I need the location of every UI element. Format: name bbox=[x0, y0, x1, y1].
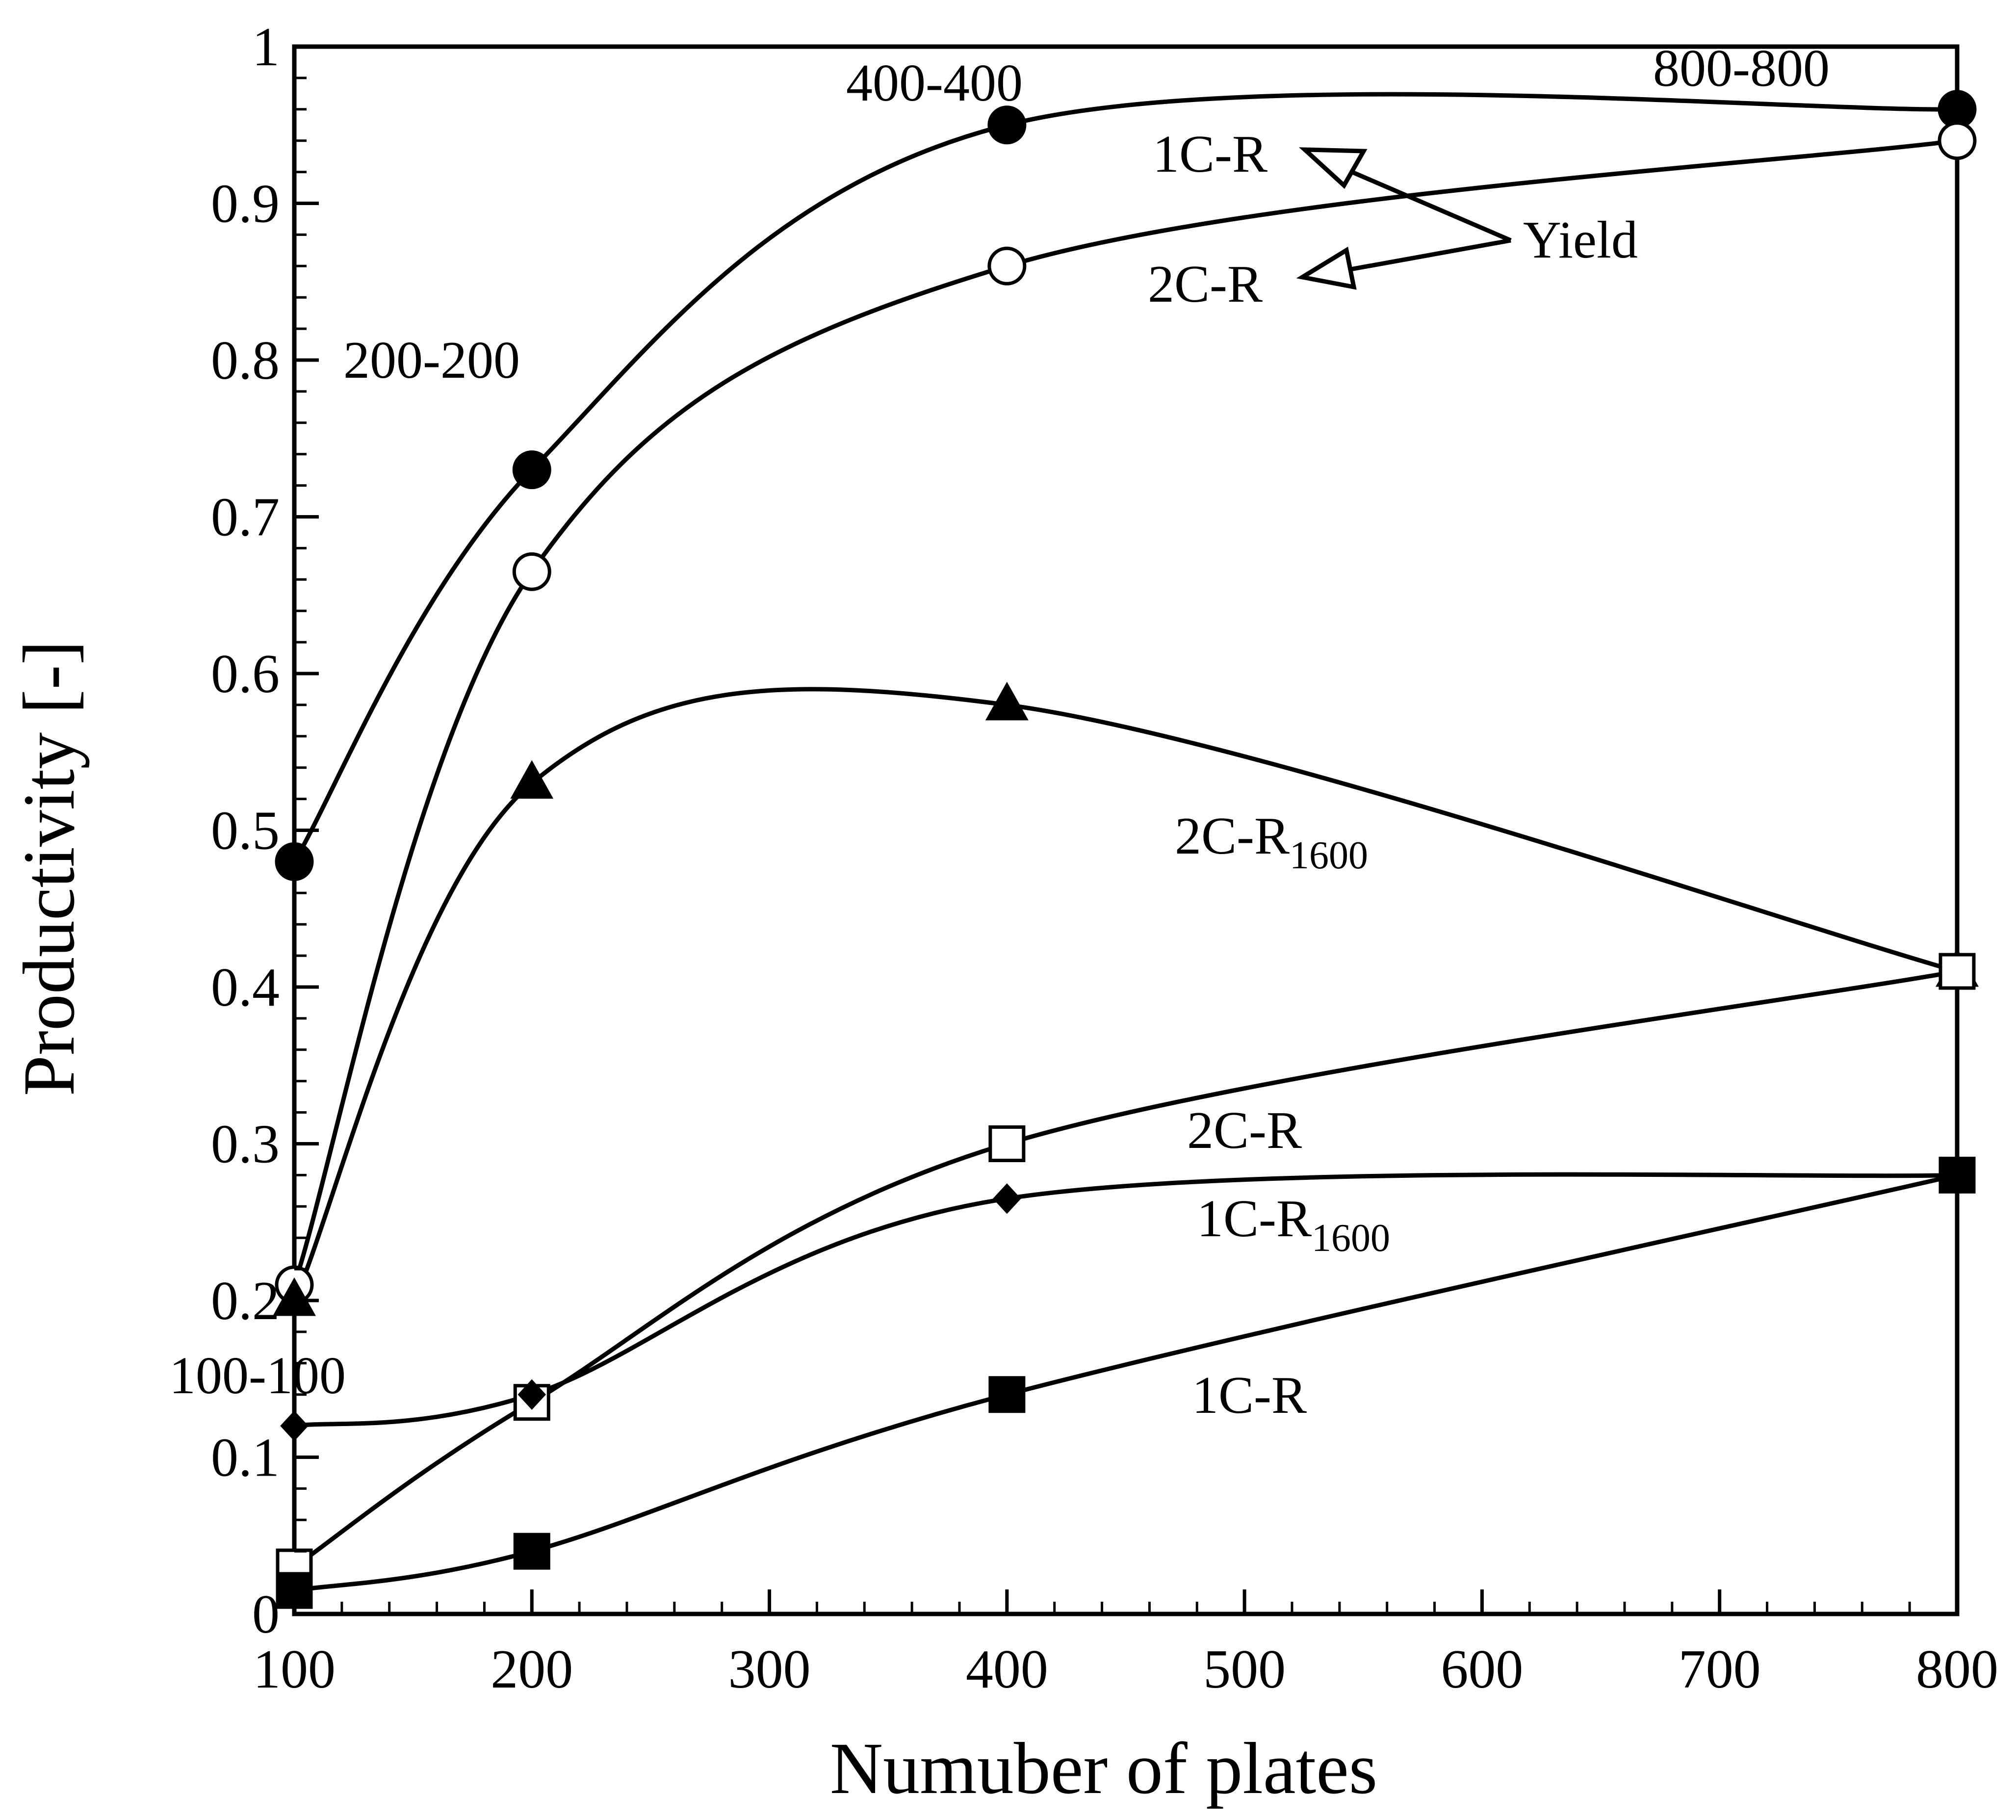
y-tick-label-6: 0.6 bbox=[211, 644, 280, 704]
yield-arrow-2c bbox=[1334, 238, 1511, 275]
y-tick-label-4: 0.4 bbox=[211, 957, 280, 1018]
series-line-5 bbox=[294, 1173, 1958, 1593]
label-400-400: 400-400 bbox=[846, 54, 1023, 112]
marker-circle-open-1-1 bbox=[512, 552, 551, 591]
series-label-1c-r1600-sub: 1600 bbox=[1312, 1217, 1390, 1260]
yield-2c-label: 2C-R bbox=[1148, 255, 1263, 313]
label-200-200: 200-200 bbox=[343, 331, 520, 390]
series-line-3 bbox=[293, 969, 1958, 1569]
series-label-2c-r1600: 2C-R1600 bbox=[1175, 807, 1368, 877]
series-label-1c-r1600: 1C-R1600 bbox=[1197, 1190, 1390, 1260]
series-label-1c-r1600-main: 1C-R bbox=[1197, 1190, 1312, 1248]
marker-diamond-filled-4-2 bbox=[993, 1183, 1021, 1214]
series-line-2 bbox=[292, 687, 1958, 1301]
x-tick-label-0: 100 bbox=[253, 1639, 336, 1700]
yield-label: Yield bbox=[1523, 211, 1638, 269]
marker-square-filled-5-2 bbox=[988, 1376, 1026, 1413]
y-tick-label-2: 0.2 bbox=[211, 1271, 280, 1331]
series-line-0 bbox=[292, 92, 1958, 863]
x-tick-label-1: 200 bbox=[491, 1639, 573, 1700]
series-label-1c-r: 1C-R bbox=[1192, 1366, 1307, 1425]
plot-frame bbox=[292, 44, 1960, 1616]
label-800-800: 800-800 bbox=[1653, 39, 1830, 98]
series-curves bbox=[292, 92, 1958, 1593]
y-tick-label-1: 0.1 bbox=[211, 1428, 280, 1488]
marker-triangle-filled-2-2 bbox=[985, 681, 1029, 721]
marker-circle-open-1-2 bbox=[987, 246, 1027, 286]
marker-triangle-filled-2-0 bbox=[273, 1277, 316, 1316]
series-label-2c-r1600-main: 2C-R bbox=[1175, 807, 1290, 865]
x-tick-label-7: 800 bbox=[1916, 1639, 1998, 1700]
yield-arrows bbox=[1296, 147, 1512, 290]
marker-circle-filled-0-2 bbox=[987, 105, 1027, 145]
x-tick-label-2: 300 bbox=[728, 1639, 811, 1700]
marker-square-filled-5-1 bbox=[513, 1533, 550, 1570]
y-tick-label-0: 0 bbox=[252, 1584, 280, 1645]
x-tick-label-4: 500 bbox=[1203, 1639, 1286, 1700]
x-tick-label-5: 600 bbox=[1441, 1639, 1523, 1700]
series-line-1 bbox=[292, 138, 1958, 1286]
marker-triangle-filled-2-1 bbox=[510, 760, 554, 799]
x-tick-label-3: 400 bbox=[966, 1639, 1048, 1700]
y-tick-label-5: 0.5 bbox=[211, 801, 280, 861]
x-tick-label-6: 700 bbox=[1679, 1639, 1761, 1700]
marker-circle-open-1-3 bbox=[1938, 121, 1977, 160]
series-label-2c-r1600-sub: 1600 bbox=[1290, 834, 1368, 877]
yield-arrowhead-1c-icon bbox=[1299, 147, 1368, 189]
yield-arrowhead-2c-icon bbox=[1296, 246, 1357, 290]
x-axis-title: Numuber of plates bbox=[830, 1728, 1377, 1809]
marker-diamond-filled-4-1 bbox=[517, 1379, 546, 1410]
marker-circle-filled-0-1 bbox=[512, 450, 551, 490]
y-tick-label-7: 0.7 bbox=[211, 487, 280, 548]
series-label-2c-r: 2C-R bbox=[1187, 1101, 1302, 1160]
plot-area-border bbox=[292, 44, 1960, 1616]
yield-arrow-1c bbox=[1333, 162, 1512, 243]
axis-ticks: 0 0.1 0.2 0.3 0.4 0.5 0.6 0.7 0.8 0.9 1 100 200 300 40… bbox=[211, 17, 1998, 1700]
marker-square-open-3-3 bbox=[1938, 953, 1976, 990]
y-tick-label-9: 0.9 bbox=[211, 174, 280, 234]
series-line-4 bbox=[294, 1172, 1958, 1429]
y-tick-label-3: 0.3 bbox=[211, 1114, 280, 1175]
marker-square-filled-5-3 bbox=[1938, 1156, 1976, 1194]
marker-square-open-3-2 bbox=[988, 1125, 1026, 1162]
series-markers bbox=[273, 90, 1979, 1609]
y-tick-label-10: 1 bbox=[252, 17, 280, 78]
label-100-100: 100-100 bbox=[169, 1347, 346, 1405]
y-axis-title: Productivity [-] bbox=[8, 640, 90, 1096]
yield-1c-label: 1C-R bbox=[1153, 125, 1267, 183]
y-tick-label-8: 0.8 bbox=[211, 330, 280, 391]
